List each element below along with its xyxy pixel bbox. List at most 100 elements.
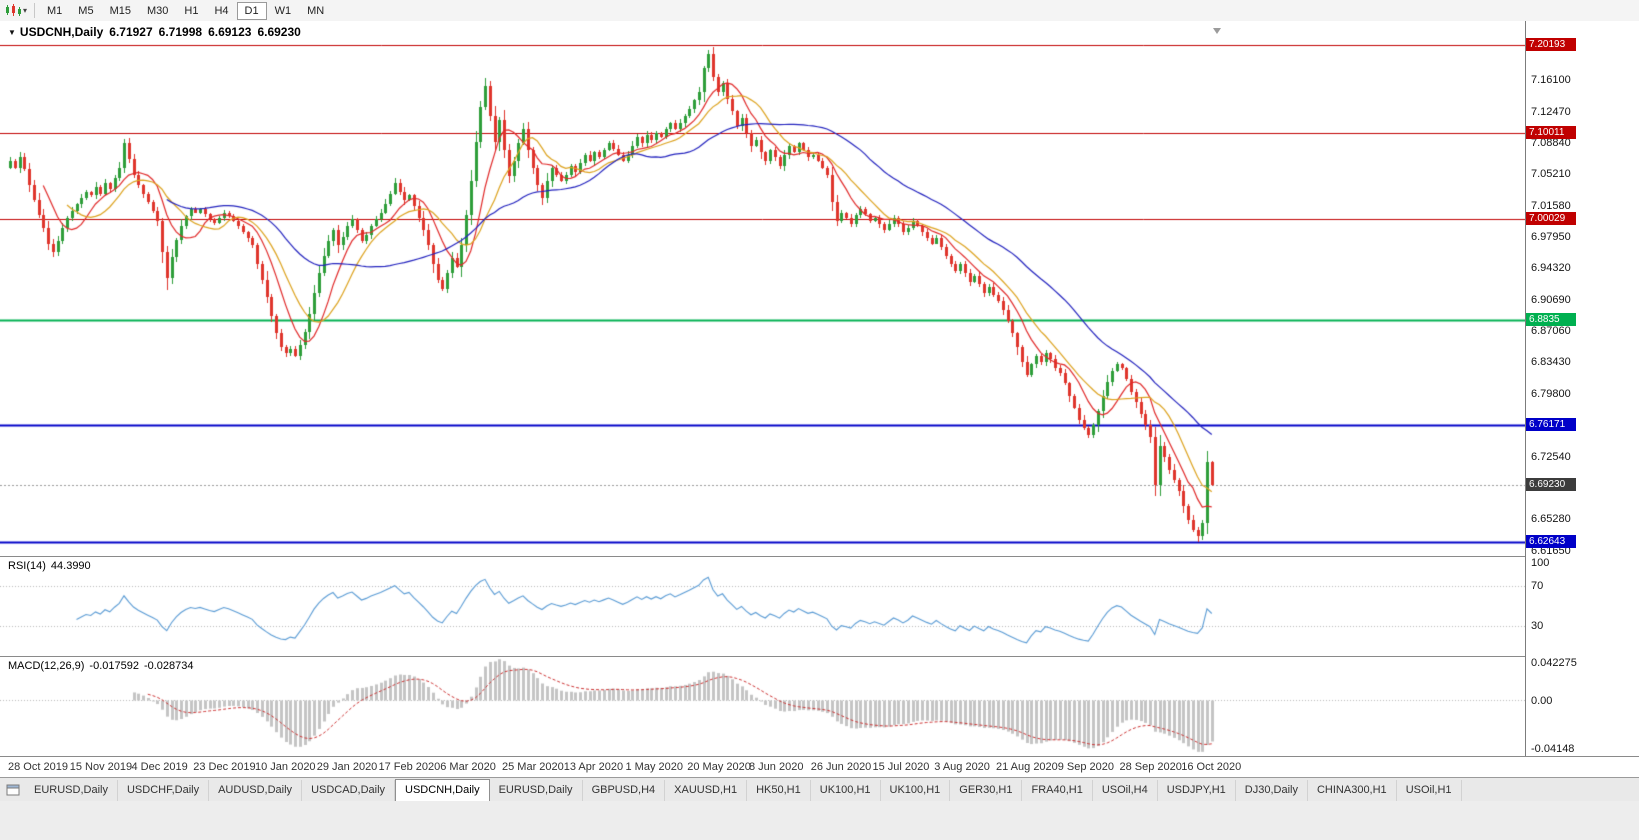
rsi-panel-canvas[interactable] [0,556,1525,656]
date-axis-label: 29 Jan 2020 [316,761,378,773]
timeframe-button-h4[interactable]: H4 [214,5,229,17]
timeframe-button-m30[interactable]: M30 [146,5,169,17]
price-axis-label: 6.83430 [1531,356,1571,369]
macd-name: MACD(12,26,9) [8,660,85,672]
price-axis-label: 7.16100 [1531,74,1571,87]
chart-tab-usdcad-daily[interactable]: USDCAD,Daily [302,779,396,801]
chart-region: ▼ USDCNH,Daily 6.71927 6.71998 6.69123 6.6923… [0,21,1639,756]
date-axis-label: 4 Dec 2019 [131,761,188,773]
date-axis-label: 1 May 2020 [625,761,683,773]
ohlc-close: 6.69230 [257,25,301,39]
macd-axis-label: 0.00 [1531,694,1553,707]
rsi-name: RSI(14) [8,560,46,572]
timeframe-button-w1[interactable]: W1 [274,5,292,17]
chart-tab-xauusd-h1[interactable]: XAUUSD,H1 [665,779,748,801]
price-axis-label: 7.05210 [1531,168,1571,181]
hline-price-badge: 6.62643 [1526,534,1576,548]
hline-price-badge: 7.20193 [1526,38,1576,52]
hline-price-badge: 6.76171 [1526,418,1576,432]
date-axis-label: 6 Mar 2020 [440,761,496,773]
chart-tab-fra40-h1[interactable]: FRA40,H1 [1022,779,1093,801]
price-axis-label: 6.94320 [1531,262,1571,275]
date-axis-label: 17 Feb 2020 [378,761,441,773]
chart-tab-audusd-daily[interactable]: AUDUSD,Daily [209,779,303,801]
price-axis-label: 7.08840 [1531,137,1571,150]
timeframe-button-m15[interactable]: M15 [109,5,131,17]
toolbar-divider [34,3,36,18]
price-axis-label: 6.65280 [1531,513,1571,526]
chart-shift-marker-icon[interactable] [1213,28,1221,34]
timeframe-button-m5[interactable]: M5 [78,5,94,17]
chart-tab-uk100-h1[interactable]: UK100,H1 [811,779,881,801]
chart-tab-usoil-h1[interactable]: USOil,H1 [1397,779,1462,801]
window-icon[interactable] [6,784,20,796]
chart-tab-usdchf-daily[interactable]: USDCHF,Daily [118,779,210,801]
chart-title: ▼ USDCNH,Daily 6.71927 6.71998 6.69123 6.6923… [8,25,301,39]
ohlc-low: 6.69123 [208,25,252,39]
timeframe-buttons: M1 M5 M15 M30 H1 H4 D1 W1 MN [39,1,332,20]
price-chart-canvas[interactable] [0,21,1525,556]
chart-tab-eurusd-daily[interactable]: EURUSD,Daily [25,779,118,801]
chart-tab-usdcnh-daily[interactable]: USDCNH,Daily [395,778,490,802]
date-axis-label: 10 Jan 2020 [255,761,316,773]
macd-axis-label: 0.042275 [1531,657,1577,669]
date-axis-label: 21 Aug 2020 [996,761,1058,773]
macd-signal-value: -0.028734 [143,660,194,672]
chart-tabs-bar: EURUSD,Daily USDCHF,Daily AUDUSD,Daily USDC… [0,777,1639,802]
date-axis[interactable]: 28 Oct 2019 15 Nov 2019 4 Dec 2019 23 Dec 2… [0,756,1639,778]
date-axis-label: 28 Sep 2020 [1119,761,1182,773]
hline-price-badge: 6.8835 [1526,313,1576,327]
chart-tab-ger30-h1[interactable]: GER30,H1 [950,779,1023,801]
rsi-axis-label: 30 [1531,620,1544,632]
price-axis-label: 6.87060 [1531,325,1571,338]
rsi-value: 44.3990 [50,560,91,572]
rsi-axis-label: 70 [1531,580,1544,592]
hline-price-badge: 7.10011 [1526,125,1576,139]
timeframe-button-mn[interactable]: MN [307,5,325,17]
rsi-axis-label: 100 [1531,557,1550,569]
timeframe-toolbar: ▾ M1 M5 M15 M30 H1 H4 D1 W1 MN [0,0,1639,22]
chart-tab-eurusd-daily[interactable]: EURUSD,Daily [490,779,583,801]
chart-tab-usdjpy-h1[interactable]: USDJPY,H1 [1158,779,1236,801]
timeframe-button-m1[interactable]: M1 [47,5,63,17]
macd-label: MACD(12,26,9) -0.017592 -0.028734 [8,660,194,672]
price-axis-label: 6.90690 [1531,293,1571,306]
hline-price-badge: 7.00029 [1526,212,1576,226]
date-axis-label: 28 Oct 2019 [8,761,68,773]
panel-separator[interactable] [0,556,1639,557]
date-axis-label: 20 May 2020 [687,761,751,773]
timeframe-button-h1[interactable]: H1 [184,5,199,17]
date-axis-label: 3 Aug 2020 [934,761,990,773]
chart-type-icon[interactable] [4,4,22,17]
date-axis-label: 15 Nov 2019 [69,761,133,773]
date-axis-label: 26 Jun 2020 [810,761,872,773]
macd-main-value: -0.017592 [89,660,139,672]
timeframe-button-d1[interactable]: D1 [236,2,267,20]
price-axis-label: 6.72540 [1531,450,1571,463]
chart-tabs: EURUSD,Daily USDCHF,Daily AUDUSD,Daily USDC… [25,778,1462,802]
date-axis-label: 15 Jul 2020 [872,761,930,773]
current-price-badge: 6.69230 [1526,478,1576,492]
price-axis-label: 6.79800 [1531,387,1571,400]
price-axis[interactable]: 7.16100 7.12470 7.08840 7.05210 7.01580 6.979… [1525,21,1639,756]
chart-tab-china300-h1[interactable]: CHINA300,H1 [1308,779,1397,801]
chart-tab-gbpusd-h4[interactable]: GBPUSD,H4 [583,779,666,801]
date-axis-label: 23 Dec 2019 [193,761,256,773]
chevron-down-icon[interactable]: ▾ [23,6,28,15]
panel-separator[interactable] [0,656,1639,657]
date-axis-label: 25 Mar 2020 [502,761,564,773]
chart-tab-usoil-h4[interactable]: USOil,H4 [1093,779,1158,801]
date-axis-label: 13 Apr 2020 [563,761,624,773]
chart-tab-dj30-daily[interactable]: DJ30,Daily [1236,779,1308,801]
price-axis-label: 7.01580 [1531,199,1571,212]
macd-axis-label: -0.04148 [1531,743,1575,755]
ohlc-high: 6.71998 [158,25,203,39]
price-axis-label: 7.12470 [1531,105,1571,118]
chart-tab-uk100-h1[interactable]: UK100,H1 [881,779,951,801]
date-axis-label: 8 Jun 2020 [749,761,804,773]
chart-tab-hk50-h1[interactable]: HK50,H1 [747,779,811,801]
macd-panel-canvas[interactable] [0,656,1525,756]
symbol-period-label: USDCNH,Daily [19,25,104,39]
date-axis-label: 16 Oct 2020 [1181,761,1242,773]
